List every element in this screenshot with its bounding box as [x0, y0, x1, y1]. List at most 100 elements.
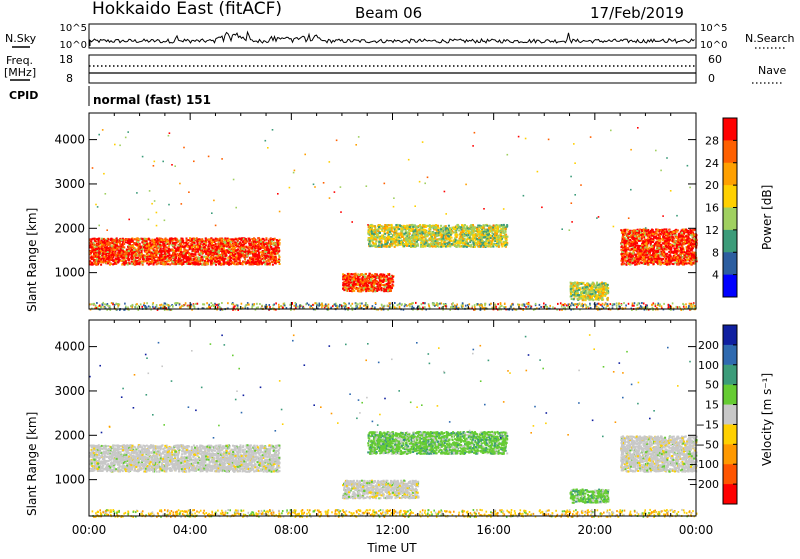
echo-cell — [129, 243, 131, 245]
echo-cell — [377, 286, 379, 288]
freq-tick-low: 8 — [66, 72, 73, 85]
echo-cell — [443, 241, 445, 243]
echo-cell — [227, 240, 229, 242]
echo-cell — [239, 247, 241, 249]
echo-cell — [454, 245, 456, 247]
echo-cell — [137, 241, 139, 243]
echo-cell — [174, 259, 176, 261]
echo-cell — [352, 284, 354, 286]
echo-cell — [142, 264, 144, 266]
echo-cell — [419, 235, 421, 237]
echo-cell — [128, 250, 130, 252]
echo-cell — [157, 245, 159, 247]
echo-cell — [437, 225, 439, 227]
echo-cell — [365, 273, 367, 275]
echo-cell — [113, 263, 115, 265]
echo-cell — [445, 235, 447, 237]
echo-cell — [210, 258, 212, 260]
echo-cell — [192, 262, 194, 264]
echo-cell — [405, 239, 407, 241]
echo-cell — [175, 254, 177, 256]
echo-cell — [156, 237, 158, 239]
echo-cell — [434, 227, 436, 229]
echo-cell — [375, 245, 377, 247]
echo-cell — [227, 250, 229, 252]
echo-cell — [409, 226, 411, 228]
echo-cell — [258, 248, 260, 250]
echo-cell — [218, 263, 220, 265]
echo-cell — [496, 230, 498, 232]
echo-cell — [374, 243, 376, 245]
echo-cell — [177, 246, 179, 248]
echo-cell — [204, 260, 206, 262]
echo-cell — [166, 241, 168, 243]
echo-cell — [127, 242, 129, 244]
echo-cell — [213, 253, 215, 255]
echo-cell — [258, 237, 260, 239]
echo-cell — [101, 238, 103, 240]
echo-cell — [219, 254, 221, 256]
echo-cell — [380, 274, 382, 276]
echo-cell — [224, 253, 226, 255]
echo-cell — [359, 290, 361, 292]
echo-cell — [459, 241, 461, 243]
echo-cell — [90, 244, 92, 246]
echo-cell — [493, 243, 495, 245]
echo-cell — [219, 245, 221, 247]
echo-cell — [381, 229, 383, 231]
echo-cell — [348, 284, 350, 286]
echo-cell — [364, 276, 366, 278]
echo-cell — [182, 240, 184, 242]
echo-cell — [379, 232, 381, 234]
echo-cell — [276, 249, 278, 251]
echo-cell — [373, 284, 375, 286]
echo-cell — [157, 243, 159, 245]
echo-cell — [148, 258, 150, 260]
echo-cell — [357, 288, 359, 290]
echo-cell — [375, 236, 377, 238]
echo-cell — [492, 227, 494, 229]
echo-cell — [273, 242, 275, 244]
echo-cell — [397, 244, 399, 246]
echo-cell — [350, 284, 352, 286]
echo-cell — [166, 250, 168, 252]
echo-cell — [208, 241, 210, 243]
echo-cell — [379, 241, 381, 243]
echo-cell — [501, 224, 503, 226]
echo-cell — [154, 239, 156, 241]
echo-cell — [158, 237, 160, 239]
echo-cell — [118, 259, 120, 261]
echo-cell — [420, 226, 422, 228]
echo-cell — [501, 229, 503, 231]
echo-cell — [98, 238, 100, 240]
echo-cell — [106, 242, 108, 244]
echo-cell — [486, 225, 488, 227]
echo-cell — [248, 238, 250, 240]
echo-cell — [277, 245, 279, 247]
echo-cell — [162, 250, 164, 252]
echo-cell — [91, 246, 93, 248]
echo-cell — [193, 258, 195, 260]
echo-cell — [110, 252, 112, 254]
echo-cell — [208, 248, 210, 250]
echo-cell — [205, 237, 207, 239]
echo-cell — [121, 264, 123, 266]
echo-cell — [153, 257, 155, 259]
echo-cell — [400, 233, 402, 235]
echo-cell — [279, 263, 281, 265]
echo-cell — [225, 263, 227, 265]
nsky-tick-high: 10^5 — [60, 23, 87, 34]
echo-cell — [388, 229, 390, 231]
echo-cell — [265, 237, 267, 239]
echo-cell — [198, 253, 200, 255]
echo-cell — [373, 233, 375, 235]
echo-cell — [123, 257, 125, 259]
echo-cell — [506, 236, 508, 238]
echo-cell — [352, 290, 354, 292]
echo-cell — [466, 246, 468, 248]
echo-cell — [492, 246, 494, 248]
echo-cell — [252, 253, 254, 255]
echo-cell — [405, 235, 407, 237]
echo-cell — [464, 243, 466, 245]
echo-cell — [181, 262, 183, 264]
